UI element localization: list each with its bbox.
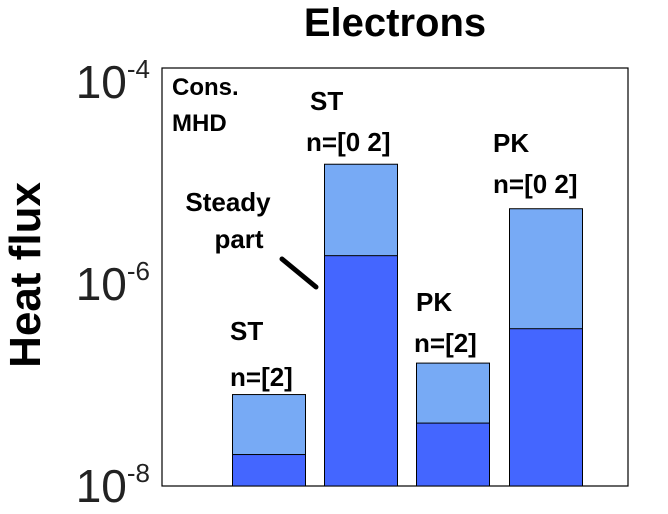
category-label-st-n02-line2: n=[0 2] [306, 127, 391, 157]
y-tick-label-1e-4: 10-4 [76, 54, 150, 108]
category-label-pk-n2-line1: PK [416, 287, 452, 317]
y-tick-label-1e-6: 10-6 [76, 256, 150, 310]
y-tick-label-1e-8: 10-8 [76, 458, 150, 512]
bar-steady-pk-n-0-2 [509, 328, 583, 487]
steady-annotation-line1: Steady [185, 187, 271, 217]
y-tick-exp: -4 [127, 54, 150, 84]
bar-steady-st-n-2 [232, 454, 306, 487]
bars [232, 163, 583, 487]
category-label-st-n02-line1: ST [310, 86, 343, 116]
steady-annotation-line2: part [214, 224, 263, 254]
corner-annotation-line1: Cons. [172, 74, 239, 101]
bar-steady-pk-n-2 [416, 422, 490, 487]
y-axis-label: Heat flux [1, 182, 50, 368]
y-tick-exp: -8 [127, 458, 150, 488]
category-label-pk-n02-line2: n=[0 2] [493, 169, 578, 199]
bar-steady-st-n-0-2 [324, 255, 398, 487]
steady-annotation-arrow [279, 256, 319, 290]
y-tick-base: 10 [76, 56, 127, 108]
chart-title: Electrons [304, 1, 486, 45]
y-tick-base: 10 [76, 258, 127, 310]
category-label-st-n2-line1: ST [230, 316, 263, 346]
category-label-pk-n2-line2: n=[2] [414, 328, 477, 358]
corner-annotation-line2: MHD [172, 110, 227, 137]
category-label-pk-n02-line1: PK [493, 128, 529, 158]
y-tick-exp: -6 [127, 256, 150, 286]
y-tick-base: 10 [76, 460, 127, 512]
category-label-st-n2-line2: n=[2] [230, 362, 293, 392]
